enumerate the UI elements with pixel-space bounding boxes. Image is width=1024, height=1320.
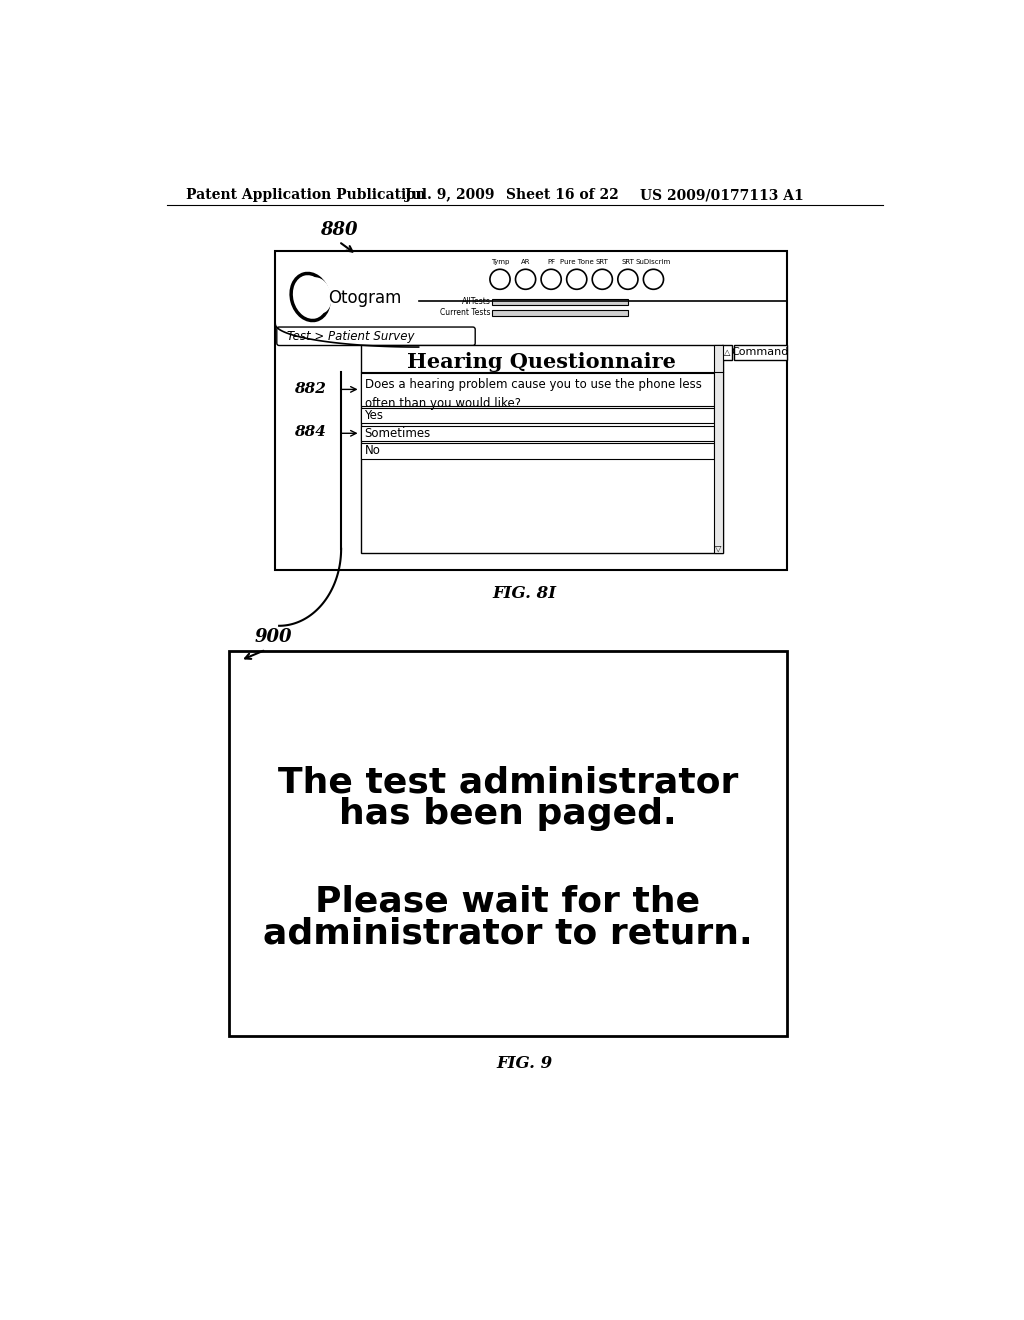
Text: Does a hearing problem cause you to use the phone less
often than you would like: Does a hearing problem cause you to use … bbox=[366, 378, 702, 409]
Text: Please wait for the: Please wait for the bbox=[315, 884, 700, 919]
Text: Otogram: Otogram bbox=[328, 289, 401, 306]
Text: PF: PF bbox=[547, 259, 555, 265]
Text: 882: 882 bbox=[294, 383, 326, 396]
Circle shape bbox=[592, 269, 612, 289]
Text: 900: 900 bbox=[254, 628, 292, 645]
Bar bbox=[275, 251, 786, 570]
Bar bbox=[493, 300, 628, 305]
Text: FIG. 9: FIG. 9 bbox=[497, 1055, 553, 1072]
Ellipse shape bbox=[304, 277, 332, 314]
Bar bbox=[360, 425, 714, 441]
Text: △: △ bbox=[724, 348, 730, 356]
Ellipse shape bbox=[291, 273, 329, 321]
Circle shape bbox=[541, 269, 561, 289]
Text: Patent Application Publication: Patent Application Publication bbox=[186, 189, 426, 202]
Text: has been paged.: has been paged. bbox=[339, 797, 677, 832]
Circle shape bbox=[617, 269, 638, 289]
Bar bbox=[360, 408, 714, 424]
Text: Current Tests: Current Tests bbox=[440, 308, 490, 317]
Text: FIG. 8I: FIG. 8I bbox=[493, 585, 557, 602]
Circle shape bbox=[643, 269, 664, 289]
Bar bbox=[493, 310, 628, 317]
Circle shape bbox=[489, 269, 510, 289]
Bar bbox=[228, 651, 786, 1036]
Bar bbox=[360, 444, 714, 459]
Bar bbox=[734, 345, 786, 360]
Text: Jul. 9, 2009: Jul. 9, 2009 bbox=[406, 189, 495, 202]
Text: Test > Patient Survey: Test > Patient Survey bbox=[287, 330, 415, 343]
Text: AllTests: AllTests bbox=[462, 297, 490, 306]
Text: Pure Tone: Pure Tone bbox=[560, 259, 594, 265]
Text: Sometimes: Sometimes bbox=[365, 426, 431, 440]
Text: 880: 880 bbox=[321, 222, 357, 239]
Text: administrator to return.: administrator to return. bbox=[263, 917, 753, 950]
Text: SRT: SRT bbox=[596, 259, 608, 265]
Text: Hearing Questionnaire: Hearing Questionnaire bbox=[408, 351, 676, 372]
Bar bbox=[360, 374, 714, 405]
Text: US 2009/0177113 A1: US 2009/0177113 A1 bbox=[640, 189, 803, 202]
Text: AR: AR bbox=[521, 259, 530, 265]
Circle shape bbox=[515, 269, 536, 289]
Bar bbox=[722, 345, 732, 360]
Circle shape bbox=[566, 269, 587, 289]
Text: The test administrator: The test administrator bbox=[278, 766, 738, 799]
Text: No: No bbox=[365, 445, 380, 458]
Bar bbox=[714, 345, 723, 553]
Text: Tymp: Tymp bbox=[490, 259, 509, 265]
Text: Yes: Yes bbox=[365, 409, 383, 422]
FancyBboxPatch shape bbox=[276, 327, 475, 346]
Text: Sheet 16 of 22: Sheet 16 of 22 bbox=[506, 189, 618, 202]
Text: SuDiscrim: SuDiscrim bbox=[636, 259, 671, 265]
Text: Command: Command bbox=[732, 347, 790, 358]
Text: 884: 884 bbox=[294, 425, 326, 438]
Text: ▽: ▽ bbox=[716, 544, 722, 553]
Bar bbox=[360, 345, 723, 553]
Text: SRT: SRT bbox=[622, 259, 634, 265]
